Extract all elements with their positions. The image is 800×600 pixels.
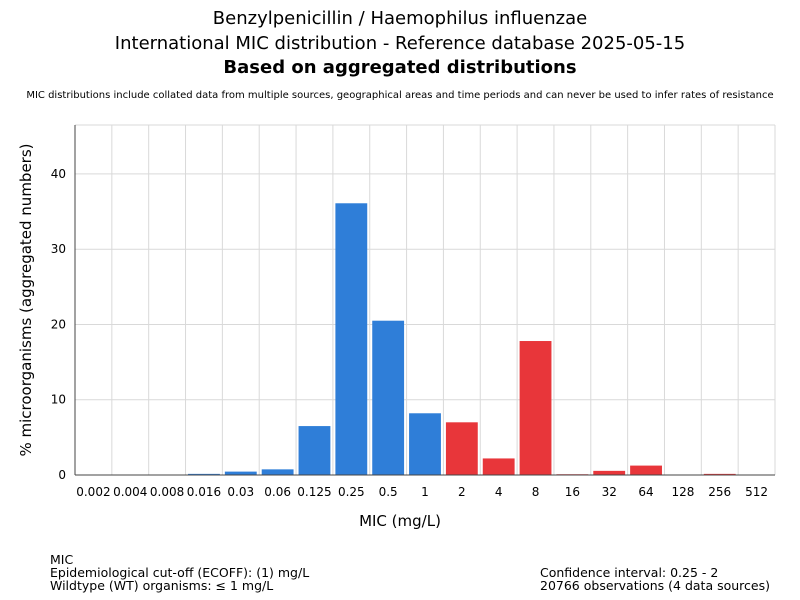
x-tick-label: 128 [671, 485, 694, 499]
x-tick-label: 64 [638, 485, 653, 499]
bar-64 [630, 465, 662, 475]
bar-256 [703, 473, 736, 475]
x-tick-label: 0.5 [379, 485, 398, 499]
x-tick-label: 0.25 [338, 485, 365, 499]
bar-32 [593, 470, 626, 475]
x-tick-label: 1 [421, 485, 429, 499]
x-tick-label: 256 [708, 485, 731, 499]
x-tick-label: 4 [495, 485, 503, 499]
footer-mic: MIC [50, 552, 74, 567]
x-tick-label: 16 [565, 485, 580, 499]
x-tick-label: 0.016 [187, 485, 221, 499]
chart-subtitle: International MIC distribution - Referen… [114, 33, 686, 54]
y-tick-label: 0 [58, 468, 66, 482]
tick-labels: 0 10 20 30 40 0.002 0.004 0.008 0.016 0.03 0.06 0.1… [51, 167, 768, 499]
y-tick-label: 40 [51, 167, 66, 181]
bar-0.125 [298, 426, 331, 475]
axes [74, 125, 775, 476]
y-tick-label: 20 [51, 317, 66, 331]
bar-1 [409, 413, 441, 475]
bar-0.06 [261, 469, 294, 475]
bar-0.25 [335, 203, 368, 475]
bar-0.03 [224, 471, 257, 475]
x-tick-label: 0.004 [113, 485, 147, 499]
footer-ecoff: Epidemiological cut-off (ECOFF): (1) mg/… [50, 565, 310, 580]
footer-observations: 20766 observations (4 data sources) [540, 578, 770, 593]
x-tick-label: 2 [458, 485, 466, 499]
x-tick-label: 0.03 [227, 485, 254, 499]
bar-0.5 [372, 320, 405, 475]
x-tick-label: 0.008 [150, 485, 184, 499]
chart-title: Benzylpenicillin / Haemophilus influenza… [212, 8, 588, 29]
bar-2 [445, 422, 478, 475]
x-tick-label: 8 [532, 485, 540, 499]
y-axis-label: % microorganisms (aggregated numbers) [17, 143, 35, 456]
x-axis-label: MIC (mg/L) [359, 512, 441, 530]
grid-lines [75, 124, 776, 475]
y-tick-label: 30 [51, 242, 66, 256]
chart-subtitle-bold: Based on aggregated distributions [223, 57, 577, 78]
bar-0.016 [188, 473, 220, 475]
footer-left: MIC Epidemiological cut-off (ECOFF): (1)… [50, 553, 309, 592]
x-tick-label: 512 [745, 485, 768, 499]
bars [188, 203, 736, 475]
x-tick-label: 0.125 [297, 485, 331, 499]
footer-confidence: Confidence interval: 0.25 - 2 [540, 565, 719, 580]
x-tick-label: 0.002 [76, 485, 110, 499]
disclaimer-note: MIC distributions include collated data … [26, 90, 774, 101]
bar-4 [482, 458, 515, 475]
x-tick-label: 32 [602, 485, 617, 499]
y-tick-label: 10 [51, 393, 66, 407]
x-tick-label: 0.06 [264, 485, 291, 499]
footer-right: Confidence interval: 0.25 - 2 20766 obse… [540, 566, 770, 592]
footer-wildtype: Wildtype (WT) organisms: ≤ 1 mg/L [50, 578, 274, 593]
bar-8 [519, 341, 552, 475]
